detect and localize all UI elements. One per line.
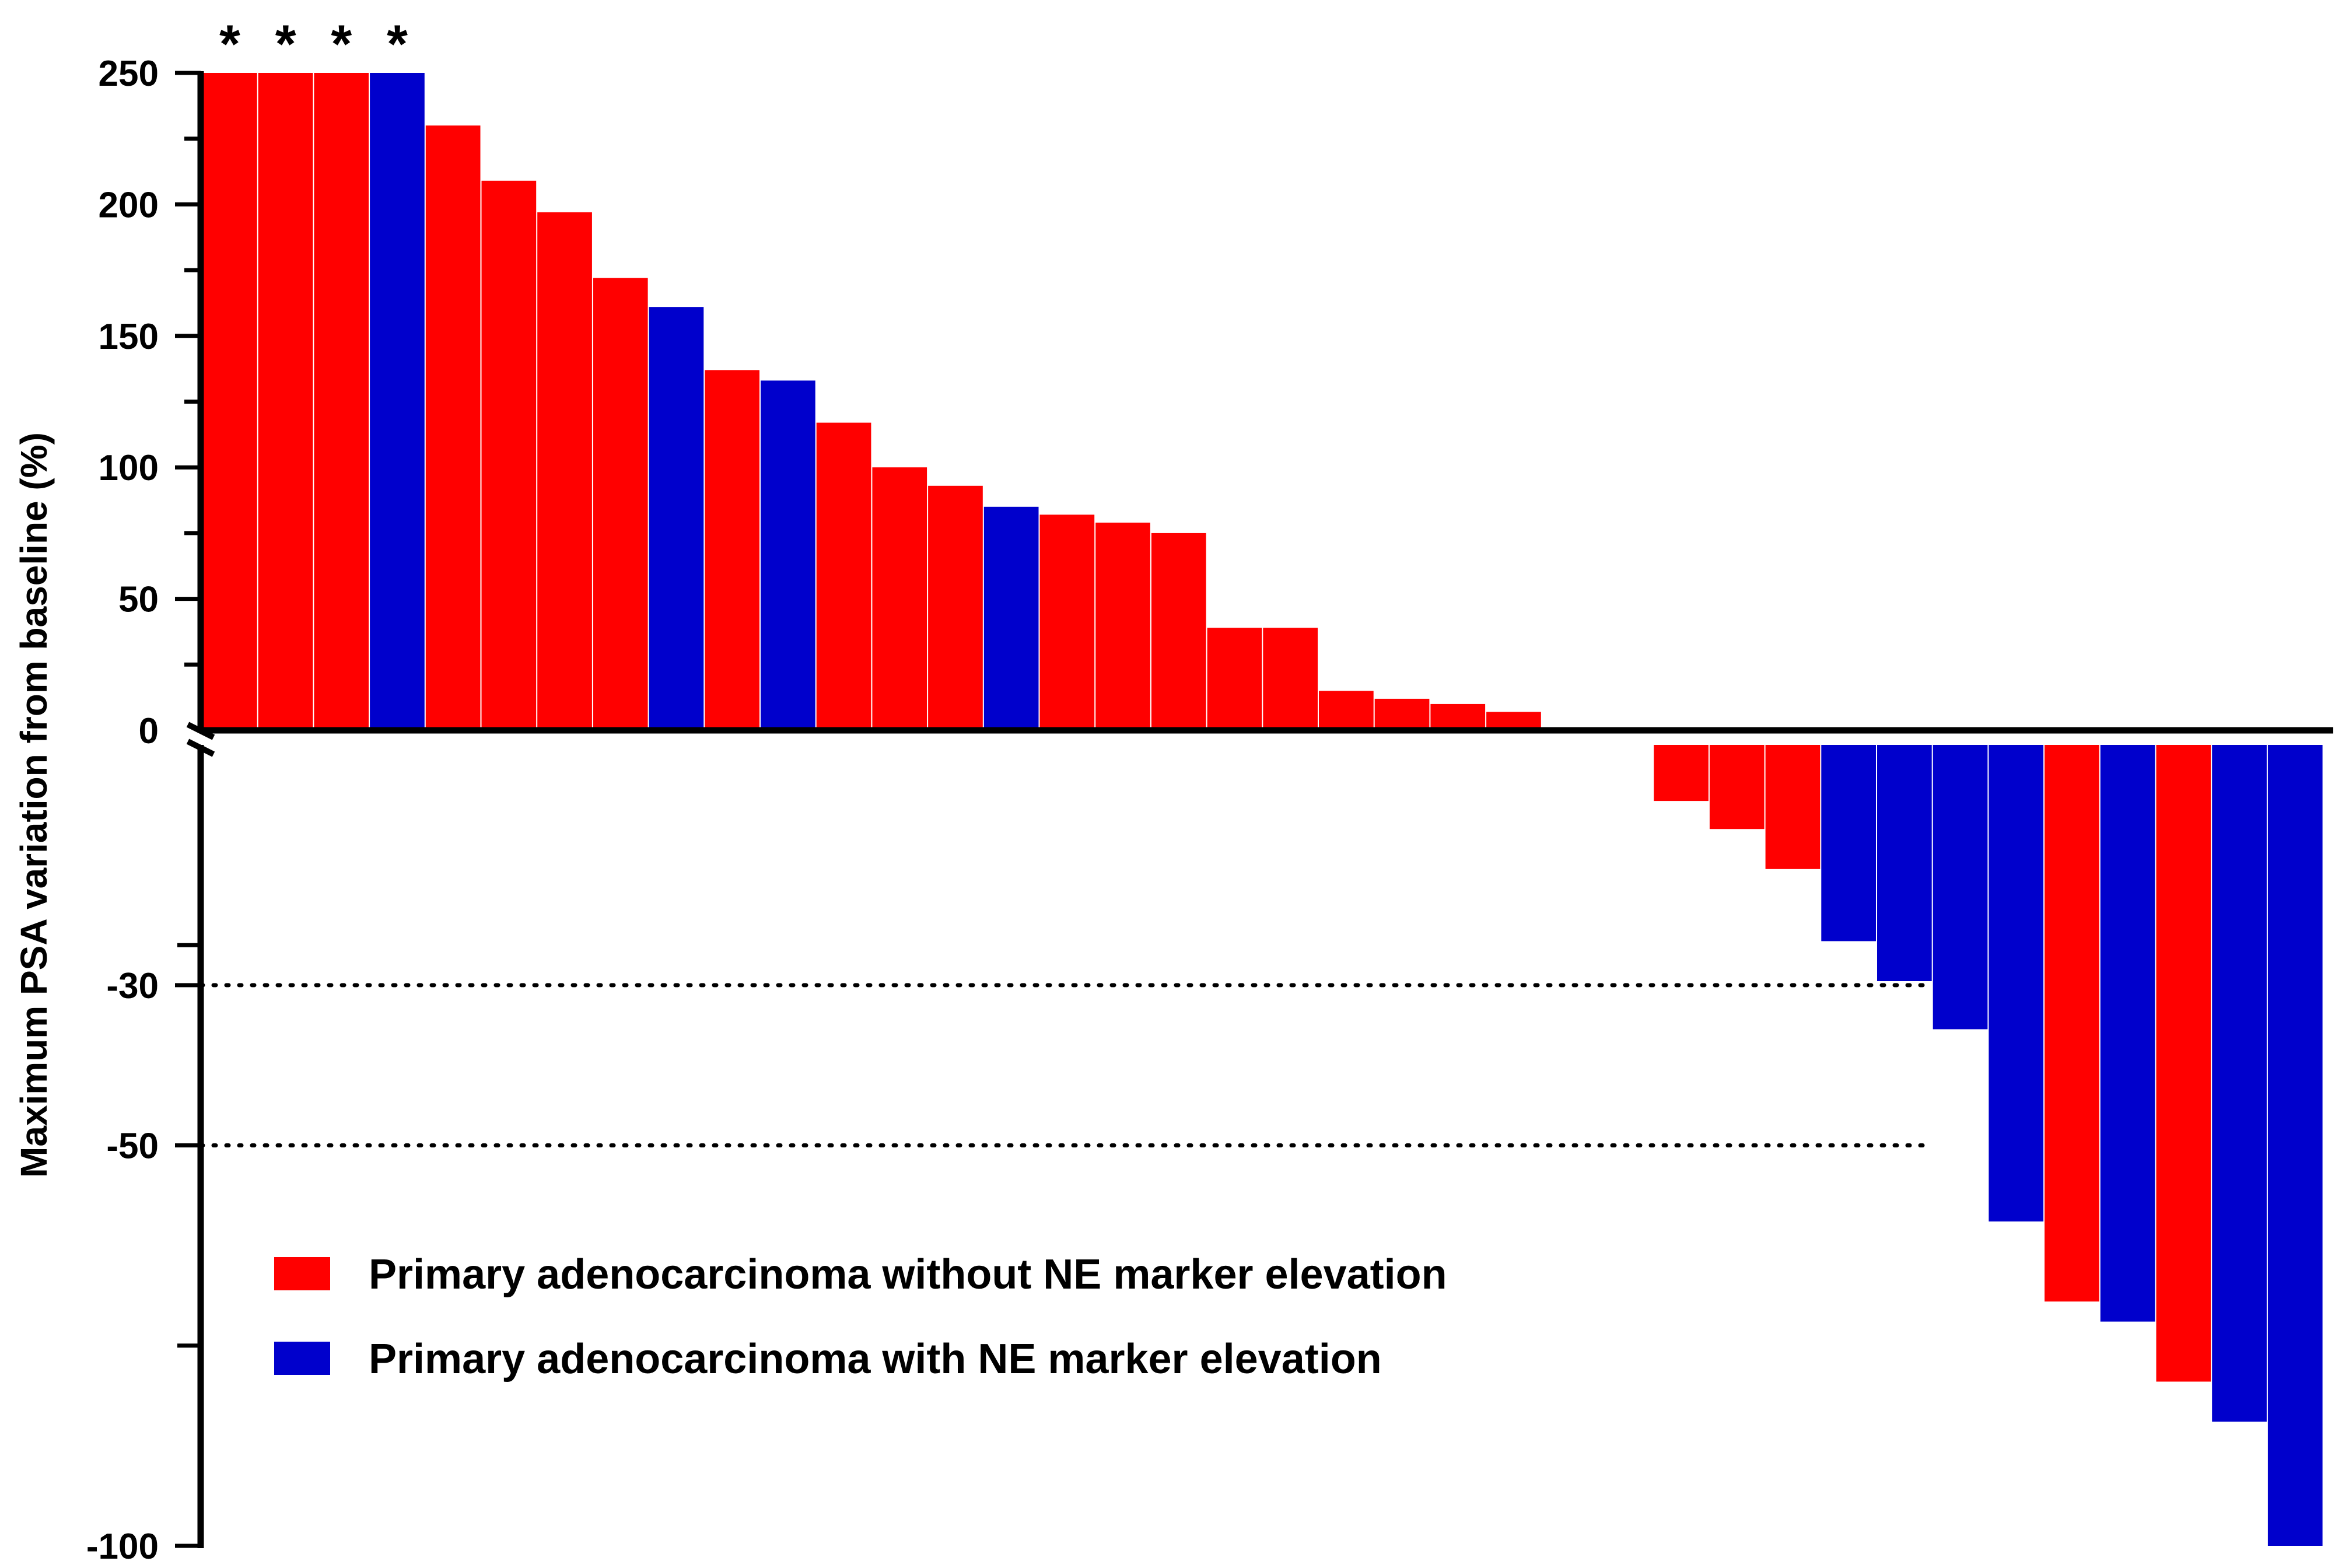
bar	[425, 125, 481, 731]
bar	[705, 370, 759, 730]
reference-lines	[198, 983, 1927, 1147]
axes	[175, 71, 2333, 1548]
bar	[537, 212, 592, 730]
bar	[1654, 745, 1709, 802]
y-tick-label: 100	[99, 448, 159, 488]
bar	[816, 422, 871, 730]
bar	[649, 307, 704, 730]
y-tick-label: 150	[99, 317, 159, 357]
truncation-star: *	[275, 15, 296, 74]
bar	[314, 73, 369, 730]
bar	[1039, 514, 1095, 730]
bar	[481, 180, 537, 730]
truncation-star: *	[331, 15, 352, 74]
legend-swatch	[274, 1342, 330, 1375]
bar	[1989, 745, 2044, 1222]
bar	[1263, 628, 1318, 730]
bar	[202, 73, 257, 730]
bar	[1709, 745, 1765, 830]
bar	[2045, 745, 2099, 1302]
truncation-star: *	[387, 15, 408, 74]
legend-swatch	[274, 1257, 330, 1290]
bar	[872, 467, 927, 730]
bars	[202, 73, 2323, 1546]
bar	[370, 73, 425, 730]
y-axis-title: Maximum PSA variation from baseline (%)	[13, 432, 55, 1178]
y-tick-label: 0	[139, 711, 159, 751]
bar	[1319, 691, 1374, 730]
truncation-markers: * * * *	[219, 15, 408, 74]
bar	[1151, 533, 1206, 730]
bar	[1207, 628, 1262, 730]
axis-break-mark	[186, 722, 215, 740]
legend: Primary adenocarcinoma without NE marker…	[274, 1251, 1447, 1382]
bar	[593, 278, 648, 731]
y-tick-label: 50	[118, 580, 159, 620]
bar	[2267, 745, 2323, 1546]
bar	[258, 73, 313, 730]
y-tick-label: -30	[106, 966, 159, 1006]
y-tick-label: -100	[86, 1527, 159, 1565]
legend-label: Primary adenocarcinoma with NE marker el…	[369, 1336, 1382, 1382]
tick-labels: 0 50 100 150 200 250 -30 -50 -100	[86, 54, 159, 1567]
bar	[761, 380, 815, 730]
bar	[2212, 745, 2267, 1422]
bar	[928, 485, 983, 730]
bar	[1374, 698, 1430, 730]
bar	[1933, 745, 1988, 1030]
truncation-star: *	[219, 15, 240, 74]
bar	[1821, 745, 1876, 942]
y-tick-label: -50	[106, 1126, 159, 1167]
bar	[1877, 745, 1932, 981]
bar	[983, 506, 1039, 730]
bar	[1765, 745, 1821, 869]
legend-label: Primary adenocarcinoma without NE marker…	[369, 1251, 1447, 1298]
y-tick-label: 200	[99, 185, 159, 225]
y-tick-label: 250	[99, 54, 159, 94]
bar	[2100, 745, 2155, 1322]
axis-break-mark	[186, 738, 215, 757]
bar	[1430, 704, 1486, 730]
bar	[2156, 745, 2211, 1382]
bar	[1095, 522, 1150, 730]
